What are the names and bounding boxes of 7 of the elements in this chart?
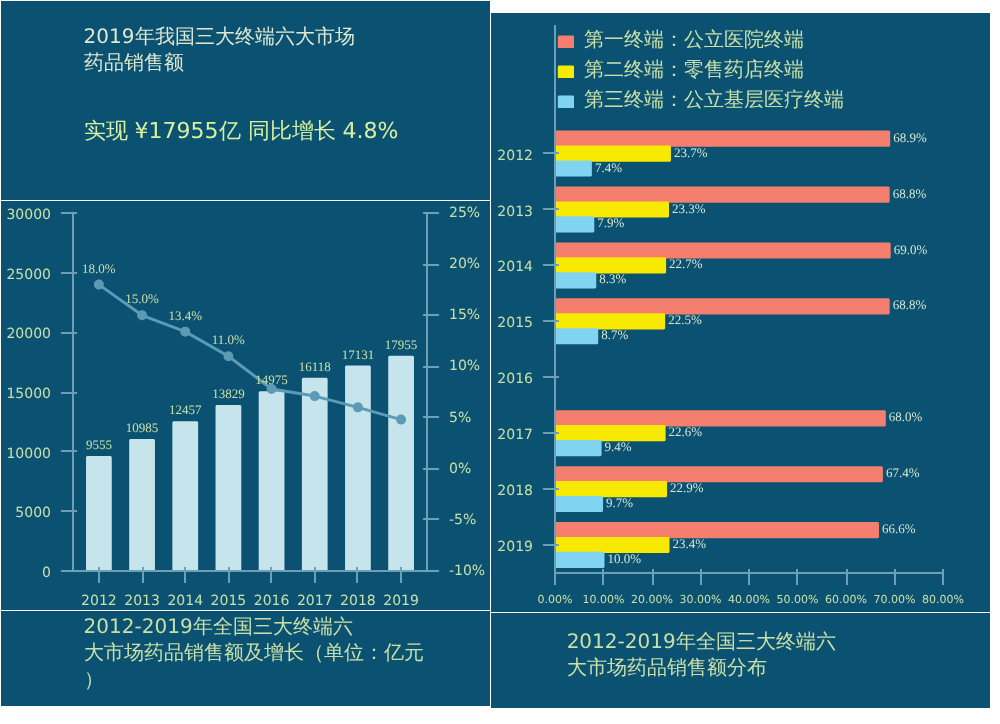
- legend-label: 第二终端：零售药店终端: [584, 57, 804, 84]
- chart-title: 2019年我国三大终端六大市场药品销售额: [83, 24, 355, 76]
- text: 2012-2019年全国三大终端六大市场药品销售额分布: [566, 630, 836, 681]
- chart-subtitle: 实现 ¥17955亿 同比增长 4.8%: [83, 118, 399, 144]
- legend-label: 第三终端：公立基层医疗终端: [584, 87, 844, 114]
- legend-label: 第一终端：公立医院终端: [584, 27, 804, 54]
- text: 2012-2019年全国三大终端六大市场药品销售额及增长（单位：亿元）: [83, 614, 424, 692]
